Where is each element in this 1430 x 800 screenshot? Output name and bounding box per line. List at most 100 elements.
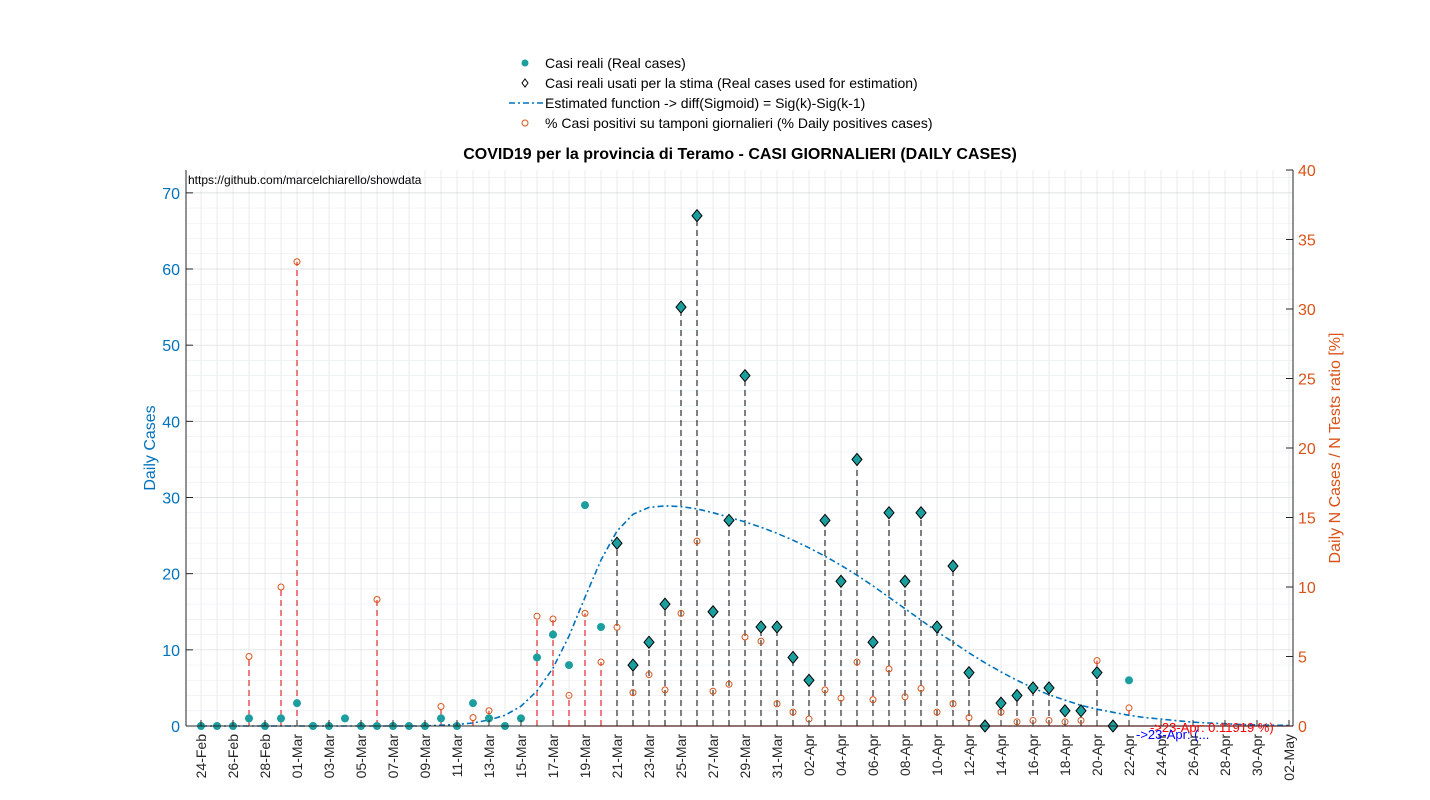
stem-lines: [248, 215, 1293, 727]
used-point-diamond: [899, 574, 911, 589]
used-point-diamond: [995, 696, 1007, 710]
legend-label-estimate: Estimated function -> diff(Sigmoid) = Si…: [545, 95, 866, 111]
ratio-point: [373, 596, 381, 604]
ratio-point: [917, 684, 925, 692]
used-point-diamond: [931, 620, 943, 634]
diamond-icon: [505, 73, 543, 93]
legend-item-used: Casi reali usati per la stima (Real case…: [505, 73, 918, 93]
y-right-tick-label: 40: [1298, 163, 1316, 180]
ratio-point: [293, 258, 301, 266]
ratio-point: [773, 700, 781, 708]
y-right-tick-label: 30: [1298, 302, 1316, 319]
x-tick-label: 26-Apr: [1185, 734, 1201, 776]
used-point-diamond: [819, 513, 831, 528]
x-tick-label: 15-Mar: [513, 734, 529, 779]
x-tick-label: 21-Mar: [609, 734, 625, 779]
used-point-diamond: [771, 620, 783, 634]
x-tick-label: 28-Feb: [257, 734, 273, 779]
ratio-point: [581, 609, 589, 617]
x-tick-label: 19-Mar: [577, 734, 593, 779]
plot-area: [186, 170, 1293, 726]
y-axis-left-label: Daily Cases: [142, 405, 159, 490]
ratio-point: [277, 583, 285, 591]
y-right-tick-label: 0: [1298, 719, 1307, 736]
x-tick-label: 22-Apr: [1121, 734, 1137, 776]
used-point-diamond: [611, 536, 623, 550]
x-tick-label: 12-Apr: [961, 734, 977, 776]
ratio-point: [485, 707, 493, 715]
used-point-diamond: [675, 300, 687, 314]
real-case-point: [469, 699, 477, 708]
dashdot-line-icon: [505, 93, 543, 113]
x-tick-label: 02-May: [1281, 734, 1297, 781]
used-point-diamond: [1091, 665, 1103, 680]
x-tick-label: 10-Apr: [929, 734, 945, 776]
y-right-tick-label: 20: [1298, 441, 1316, 458]
x-tick-label: 30-Apr: [1249, 734, 1265, 776]
teal-dot-icon: [505, 53, 543, 73]
ratio-point: [469, 714, 477, 722]
real-case-point: [341, 714, 349, 723]
real-case-point: [517, 714, 525, 723]
used-point-diamond: [963, 665, 975, 680]
legend-label-real: Casi reali (Real cases): [545, 55, 686, 71]
used-point-diamond: [627, 658, 639, 672]
y-right-tick-label: 5: [1298, 650, 1307, 667]
ratio-point: [245, 653, 253, 660]
used-point-diamond: [739, 368, 751, 383]
x-tick-label: 28-Apr: [1217, 734, 1233, 776]
x-tick-label: 23-Mar: [641, 734, 657, 779]
y-left-tick-label: 40: [162, 414, 180, 431]
forecast-label-red: ->23-Apr: 0.11919 %): [1150, 720, 1274, 735]
ratio-point: [933, 708, 941, 716]
real-case-point: [581, 501, 589, 510]
ratio-point: [869, 696, 877, 704]
x-tick-label: 20-Apr: [1089, 734, 1105, 776]
axes: 0 10 20 30 40 50 60 70 0 5 10 15 20 25 30 35 40 24-Feb 26-…: [162, 163, 1316, 781]
ratio-point: [789, 708, 797, 716]
used-point-diamond: [803, 673, 815, 688]
real-case-point: [549, 630, 557, 639]
x-tick-label: 24-Apr: [1153, 734, 1169, 776]
ratio-point: [1013, 718, 1021, 726]
y-left-tick-label: 10: [162, 643, 180, 660]
real-case-point: [1125, 676, 1133, 685]
x-tick-label: 09-Mar: [417, 734, 433, 779]
x-tick-label: 07-Mar: [385, 734, 401, 779]
estimate-line: [201, 505, 1290, 727]
x-tick-label: 01-Mar: [289, 734, 305, 779]
ratio-point: [837, 694, 845, 702]
real-case-point: [485, 714, 493, 723]
ratio-point: [613, 623, 621, 631]
y-axis-right-label: Daily N Cases / N Tests ratio [%]: [1327, 333, 1344, 564]
x-tick-label: 02-Apr: [801, 734, 817, 776]
y-right-tick-label: 35: [1298, 233, 1316, 250]
x-tick-label: 17-Mar: [545, 734, 561, 779]
y-left-tick-label: 70: [162, 186, 180, 203]
used-point-diamond: [835, 574, 847, 589]
used-point-diamond: [691, 208, 703, 223]
y-left-tick-label: 30: [162, 491, 180, 508]
used-point-diamond: [787, 650, 799, 665]
ratio-point: [709, 687, 717, 695]
x-tick-label: 05-Mar: [353, 734, 369, 779]
ratio-point: [949, 700, 957, 708]
real-case-point: [293, 699, 301, 708]
x-tick-label: 08-Apr: [897, 734, 913, 776]
ratio-point: [901, 693, 909, 701]
real-case-point: [437, 714, 445, 723]
y-right-tick-label: 25: [1298, 372, 1316, 389]
ratio-point: [645, 671, 653, 679]
used-point-diamond: [867, 635, 879, 650]
forecast-label-blue: ->23-Apr: (...: [1136, 727, 1209, 742]
used-point-diamond: [883, 505, 895, 520]
x-tick-label: 16-Apr: [1025, 734, 1041, 776]
x-tick-label: 06-Apr: [865, 734, 881, 776]
x-tick-label: 25-Mar: [673, 734, 689, 779]
legend-item-real: Casi reali (Real cases): [505, 53, 686, 73]
x-tick-label: 29-Mar: [737, 734, 753, 779]
x-tick-label: 18-Apr: [1057, 734, 1073, 776]
ratio-point: [725, 680, 733, 688]
ratio-point: [565, 691, 573, 699]
